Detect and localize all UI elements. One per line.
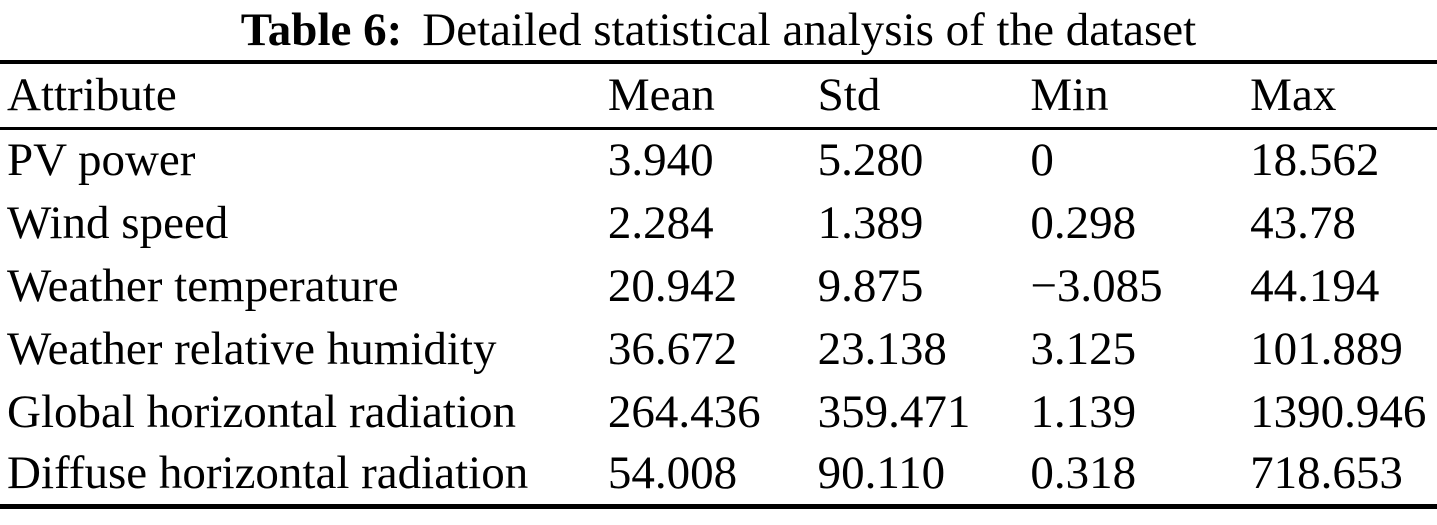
table-row: Weather temperature 20.942 9.875 −3.085 …: [0, 254, 1437, 317]
cell-min: 1.139: [1030, 385, 1137, 438]
col-header-max: Max: [1250, 62, 1437, 130]
cell-attribute: Weather relative humidity: [7, 322, 497, 375]
cell-mean: 2.284: [607, 196, 714, 249]
cell-std: 359.471: [817, 385, 971, 438]
cell-mean: 264.436: [607, 385, 761, 438]
cell-max: 44.194: [1250, 259, 1380, 312]
cell-std: 9.875: [817, 259, 924, 312]
statistics-table: Attribute Mean Std Min Max PV power 3.94…: [0, 60, 1437, 509]
cell-attribute: PV power: [7, 134, 196, 187]
header-row: Attribute Mean Std Min Max: [0, 62, 1437, 130]
cell-mean: 3.940: [607, 134, 714, 187]
cell-std: 90.110: [817, 447, 946, 500]
cell-mean: 54.008: [607, 447, 738, 500]
cell-min: 0.298: [1030, 196, 1137, 249]
caption-label: Table 6:: [240, 4, 403, 56]
cell-min: 0.318: [1030, 447, 1137, 500]
cell-max: 101.889: [1250, 322, 1403, 375]
cell-mean: 36.672: [607, 322, 738, 375]
caption-text: Detailed statistical analysis of the dat…: [422, 4, 1197, 56]
cell-max: 43.78: [1250, 196, 1356, 249]
cell-min: −3.085: [1030, 259, 1163, 312]
cell-std: 5.280: [817, 134, 924, 187]
cell-attribute: Weather temperature: [7, 259, 399, 312]
table-row: Weather relative humidity 36.672 23.138 …: [0, 317, 1437, 380]
table-row: Global horizontal radiation 264.436 359.…: [0, 380, 1437, 443]
col-header-min: Min: [1030, 62, 1251, 130]
col-header-mean: Mean: [607, 62, 818, 130]
cell-attribute: Global horizontal radiation: [7, 385, 517, 438]
table-row: PV power 3.940 5.280 0 18.562: [0, 128, 1437, 191]
cell-min: 3.125: [1030, 322, 1137, 375]
cell-max: 718.653: [1250, 447, 1403, 500]
cell-std: 23.138: [817, 322, 947, 375]
table-row: Diffuse horizontal radiation 54.008 90.1…: [0, 443, 1437, 506]
col-header-std: Std: [817, 62, 1031, 130]
cell-min: 0: [1030, 134, 1054, 187]
col-header-attribute: Attribute: [0, 62, 608, 130]
table-row: Wind speed 2.284 1.389 0.298 43.78: [0, 191, 1437, 254]
cell-std: 1.389: [817, 196, 924, 249]
cell-mean: 20.942: [607, 259, 738, 312]
table-caption: Table 6: Detailed statistical analysis of…: [0, 0, 1437, 60]
cell-max: 1390.946: [1250, 385, 1427, 438]
cell-max: 18.562: [1250, 134, 1380, 187]
cell-attribute: Wind speed: [7, 196, 229, 249]
cell-attribute: Diffuse horizontal radiation: [7, 447, 529, 500]
